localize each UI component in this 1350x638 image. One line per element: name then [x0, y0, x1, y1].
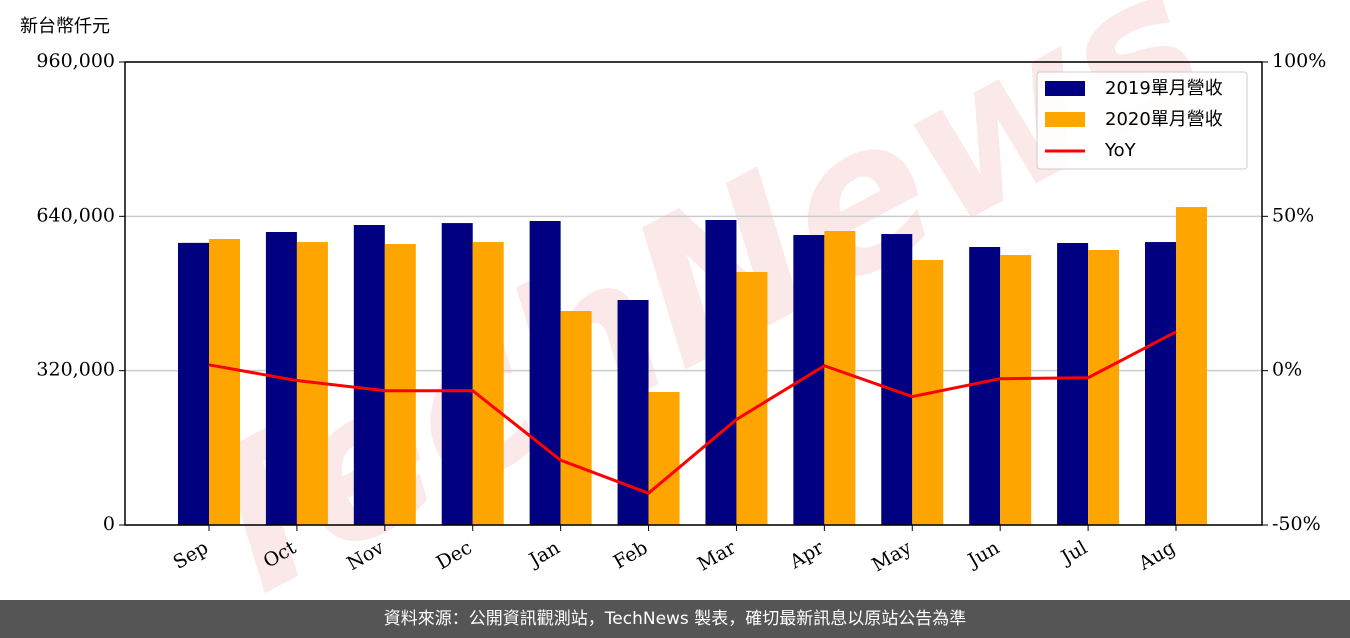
y-tick-label: 320,000 — [36, 359, 115, 381]
plot-frame — [124, 61, 1263, 526]
legend-label: 2019單月營收 — [1105, 78, 1223, 99]
bar — [881, 234, 913, 525]
bar — [1000, 255, 1032, 525]
footer: 資料來源：公開資訊觀測站，TechNews 製表，確切最新訊息以原站公告為準 — [384, 609, 966, 629]
bar — [209, 239, 240, 525]
y-tick-label: 960,000 — [36, 50, 115, 72]
legend-box — [1036, 71, 1248, 170]
footer-bar — [0, 600, 1350, 638]
bar — [353, 225, 385, 525]
y2-tick-label: 0% — [1272, 359, 1302, 381]
legend-label: 2020單月營收 — [1105, 109, 1223, 130]
legend-swatch — [1045, 112, 1085, 127]
bar — [736, 271, 768, 525]
bar — [1145, 242, 1176, 525]
y2-tick-label: -50% — [1272, 513, 1321, 535]
bar — [529, 221, 561, 525]
bar — [648, 391, 680, 525]
bar — [1057, 243, 1089, 525]
y2-tick-label: 100% — [1272, 50, 1326, 72]
bar — [384, 244, 416, 525]
line — [208, 330, 1177, 495]
bar — [1176, 207, 1207, 526]
bar — [1088, 249, 1120, 525]
legend-swatch — [1045, 81, 1085, 96]
bar — [472, 242, 504, 525]
bar — [705, 219, 737, 525]
bar — [441, 223, 473, 525]
bar — [560, 311, 592, 525]
y-tick-label: 640,000 — [36, 204, 115, 226]
legend-label: YoY — [1104, 140, 1137, 161]
bar — [824, 230, 856, 525]
bar — [969, 247, 1001, 525]
y-unit-label: 新台幣仟元 — [20, 16, 110, 37]
y2-tick-label: 50% — [1272, 204, 1314, 226]
y-tick-label: 0 — [103, 513, 115, 535]
bar — [793, 234, 825, 525]
bar — [178, 242, 209, 525]
